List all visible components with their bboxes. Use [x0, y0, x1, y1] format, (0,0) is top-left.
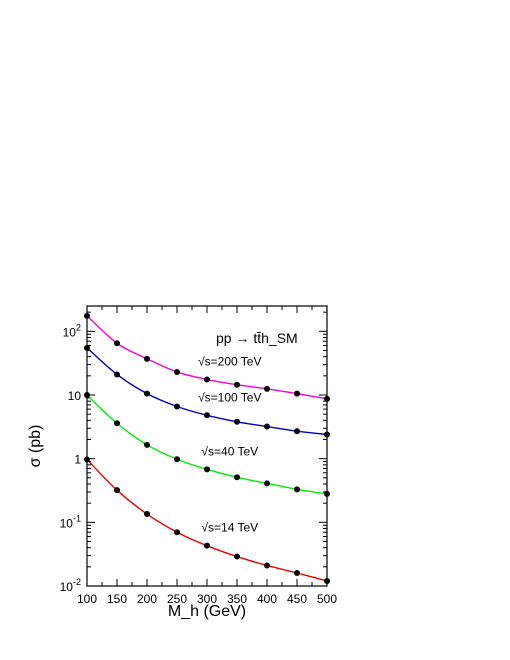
- series-annotation: √s=14 TeV: [201, 521, 258, 535]
- data-point: [324, 431, 330, 438]
- data-point: [144, 390, 150, 397]
- data-point: [84, 312, 90, 319]
- data-point: [324, 395, 330, 402]
- x-tick-label: 200: [137, 592, 157, 606]
- data-point: [84, 456, 90, 463]
- data-point: [174, 403, 180, 410]
- series-points: [84, 312, 330, 584]
- data-point: [324, 577, 330, 584]
- data-point: [264, 562, 270, 569]
- axis-ticks: [86, 306, 328, 587]
- data-point: [174, 529, 180, 536]
- data-point: [144, 355, 150, 362]
- data-point: [204, 542, 210, 549]
- y-tick-labels: 10-2 10-1 1 10 102: [60, 322, 82, 594]
- x-tick-label: 100: [77, 592, 97, 606]
- data-point: [324, 490, 330, 497]
- y-tick-label: 1: [74, 453, 81, 467]
- data-point: [174, 368, 180, 375]
- x-tick-label: 250: [167, 592, 187, 606]
- series-annotation: √s=100 TeV: [198, 390, 261, 404]
- x-tick-label: 300: [197, 592, 217, 606]
- data-point: [84, 392, 90, 399]
- x-tick-label: 450: [287, 592, 307, 606]
- data-point: [294, 390, 300, 397]
- y-tick-label: 102: [63, 322, 81, 339]
- x-tick-labels: 100 150 200 250 300 350 400 450 500: [77, 592, 337, 606]
- data-point: [234, 381, 240, 388]
- series-annotation: √s=40 TeV: [201, 444, 258, 458]
- data-point: [204, 376, 210, 383]
- x-tick-label: 400: [257, 592, 277, 606]
- data-point: [264, 423, 270, 430]
- data-point: [144, 441, 150, 448]
- data-point: [114, 420, 120, 427]
- data-point: [174, 456, 180, 463]
- data-point: [114, 371, 120, 378]
- y-tick-label: 10-2: [60, 577, 81, 594]
- data-point: [264, 385, 270, 392]
- y-tick-label: 10: [68, 389, 82, 403]
- data-point: [114, 487, 120, 494]
- data-point: [264, 480, 270, 487]
- data-point: [144, 511, 150, 518]
- y-axis-label: σ (pb): [27, 425, 44, 468]
- data-point: [294, 428, 300, 435]
- data-point: [294, 486, 300, 493]
- x-axis-label: M_h (GeV): [168, 603, 246, 620]
- series-annotations: √s=200 TeV √s=100 TeV √s=40 TeV √s=14 TeV: [198, 355, 261, 535]
- x-tick-label: 350: [227, 592, 247, 606]
- y-tick-label: 10-1: [60, 513, 81, 530]
- data-point: [234, 474, 240, 481]
- data-point: [234, 553, 240, 560]
- data-point: [114, 340, 120, 347]
- x-tick-label: 500: [317, 592, 337, 606]
- data-point: [204, 412, 210, 419]
- data-point: [294, 570, 300, 577]
- x-tick-label: 150: [107, 592, 127, 606]
- data-point: [84, 344, 90, 351]
- data-point: [204, 466, 210, 473]
- series-annotation: √s=200 TeV: [198, 355, 261, 369]
- process-label: pp → tt̄h_SM: [216, 330, 298, 346]
- data-point: [234, 418, 240, 425]
